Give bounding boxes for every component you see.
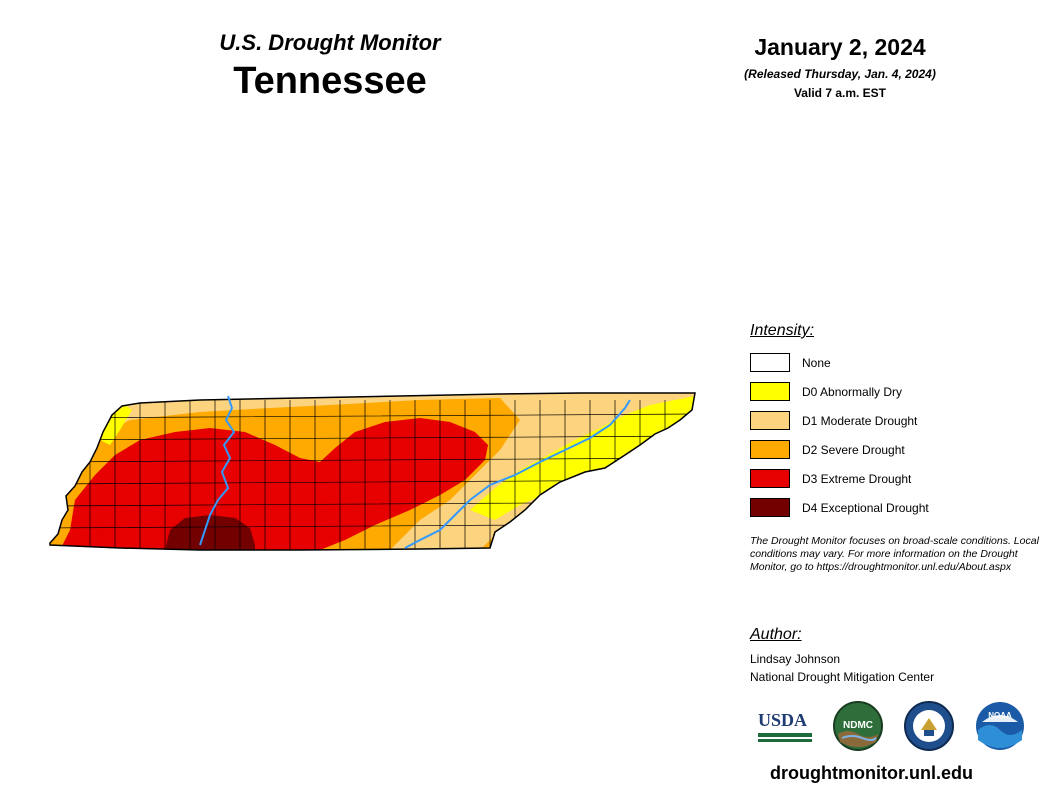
noaa-logo[interactable]: NOAA	[974, 700, 1026, 752]
legend-item-d0: D0 Abnormally Dry	[750, 377, 1040, 406]
legend-item-d4: D4 Exceptional Drought	[750, 493, 1040, 522]
doc-seal-logo[interactable]	[903, 700, 955, 752]
usda-logo-bar	[758, 733, 812, 737]
legend-item-none: None	[750, 348, 1040, 377]
partner-logos: USDA NDMC NOAA	[758, 700, 1038, 756]
county-boundaries	[50, 400, 695, 550]
tennessee-river-east	[404, 399, 631, 549]
d4-exceptional-region	[165, 515, 255, 550]
state-title: Tennessee	[233, 60, 427, 102]
tennessee-river-west	[199, 395, 236, 546]
legend-item-d2: D2 Severe Drought	[750, 435, 1040, 464]
legend-title: Intensity:	[750, 322, 815, 339]
legend-swatch-d3	[750, 469, 790, 488]
map-subtitle: U.S. Drought Monitor	[219, 30, 441, 55]
author-name: Lindsay Johnson	[750, 652, 841, 666]
legend-label: D0 Abnormally Dry	[802, 384, 903, 399]
map-date: January 2, 2024	[754, 34, 926, 60]
legend-swatch-none	[750, 353, 790, 372]
legend-swatch-d4	[750, 498, 790, 517]
valid-time: Valid 7 a.m. EST	[793, 86, 887, 100]
date-block: January 2, 2024 (Released Thursday, Jan.…	[690, 34, 990, 100]
legend-label: D3 Extreme Drought	[802, 471, 912, 486]
legend-swatch-d0	[750, 382, 790, 401]
ndmc-logo-text: NDMC	[843, 720, 873, 731]
usda-logo-bar	[758, 739, 812, 742]
legend-label: None	[802, 355, 831, 370]
d3-extreme-region	[60, 418, 488, 550]
ndmc-logo[interactable]: NDMC	[832, 700, 884, 752]
legend-swatch-d2	[750, 440, 790, 459]
usda-logo[interactable]: USDA	[758, 710, 812, 746]
legend-item-d3: D3 Extreme Drought	[750, 464, 1040, 493]
release-date: (Released Thursday, Jan. 4, 2024)	[744, 67, 936, 81]
usda-logo-text: USDA	[758, 710, 808, 730]
title-block: U.S. Drought Monitor Tennessee	[150, 30, 510, 103]
legend-item-d1: D1 Moderate Drought	[750, 406, 1040, 435]
d0-dry-region	[470, 395, 695, 520]
author-organization: National Drought Mitigation Center	[750, 670, 935, 684]
legend-swatch-d1	[750, 411, 790, 430]
legend-label: D1 Moderate Drought	[802, 413, 918, 428]
author-title: Author:	[750, 626, 802, 643]
legend-label: D4 Exceptional Drought	[802, 500, 929, 515]
author-block: Author: Lindsay Johnson National Drought…	[750, 626, 1040, 686]
d0-dry-west	[100, 405, 132, 445]
legend: Intensity: None D0 Abnormally Dry D1 Mod…	[750, 322, 1040, 522]
legend-label: D2 Severe Drought	[802, 442, 905, 457]
disclaimer-note: The Drought Monitor focuses on broad-sca…	[750, 535, 1039, 573]
website-url[interactable]: droughtmonitor.unl.edu	[770, 763, 973, 783]
noaa-logo-text: NOAA	[988, 711, 1012, 720]
